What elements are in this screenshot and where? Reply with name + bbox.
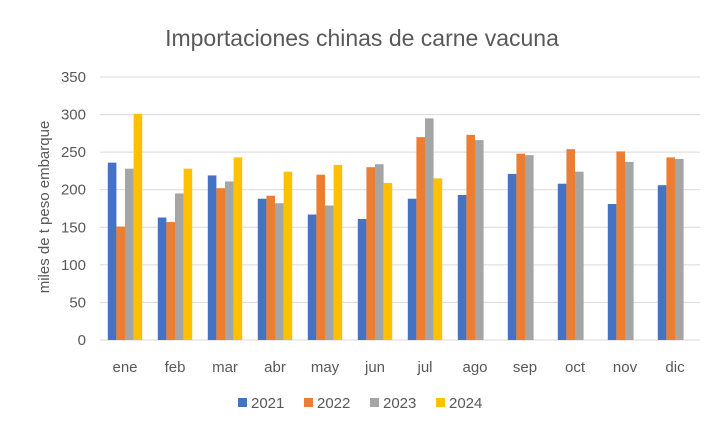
- bar-2023-oct: [575, 171, 584, 340]
- bar-2023-ago: [475, 140, 484, 340]
- x-tick-label: ago: [462, 359, 487, 376]
- bar-2021-ago: [457, 194, 467, 340]
- bar-2021-ene: [107, 162, 117, 340]
- x-tick-label: oct: [565, 359, 586, 376]
- x-tick-label: dic: [665, 359, 685, 376]
- bar-2024-may: [333, 164, 343, 340]
- bar-2021-mar: [207, 175, 217, 340]
- bar-2023-dic: [675, 158, 684, 340]
- x-tick-label: may: [311, 359, 340, 376]
- x-axis-ticks: ene feb mar abr may jun jul ago sep oct nov dic: [112, 359, 685, 376]
- bar-2024-abr: [283, 171, 293, 340]
- bar-2024-mar: [233, 157, 243, 340]
- legend-label: 2024: [449, 395, 482, 412]
- x-tick-label: feb: [165, 359, 186, 376]
- bar-2023-feb: [175, 193, 184, 340]
- bar-2023-mar: [225, 181, 234, 340]
- y-tick-label: 0: [78, 332, 86, 349]
- bar-2021-jul: [407, 198, 417, 340]
- bar-2023-nov: [625, 161, 634, 340]
- x-tick-label: sep: [513, 359, 537, 376]
- bar-2022-may: [316, 174, 325, 340]
- legend-swatch-2021: [238, 398, 247, 407]
- bar-2022-oct: [566, 149, 575, 340]
- legend-swatch-2022: [304, 398, 313, 407]
- y-tick-label: 250: [61, 144, 86, 161]
- bar-2022-sep: [516, 153, 525, 340]
- bar-2021-dic: [657, 185, 667, 340]
- gridlines: [100, 76, 700, 341]
- bar-2021-oct: [557, 183, 567, 340]
- bar-2023-may: [325, 205, 334, 340]
- bars: [107, 113, 684, 340]
- bar-2022-jun: [366, 167, 375, 340]
- bar-2021-sep: [507, 173, 517, 340]
- y-axis-ticks: 0 50 100 150 200 250 300 350: [61, 69, 86, 349]
- bar-2021-nov: [607, 203, 617, 340]
- y-tick-label: 200: [61, 182, 86, 199]
- legend: 2021 2022 2023 2024: [238, 395, 482, 412]
- legend-label: 2023: [383, 395, 416, 412]
- y-tick-label: 350: [61, 69, 86, 86]
- bar-2022-feb: [166, 222, 175, 340]
- x-tick-label: nov: [613, 359, 638, 376]
- bar-2022-jul: [416, 137, 425, 340]
- bar-2024-jul: [433, 178, 443, 340]
- bar-2021-jun: [357, 219, 367, 340]
- x-tick-label: jul: [416, 359, 432, 376]
- bar-2022-nov: [616, 151, 625, 340]
- x-tick-label: mar: [212, 359, 238, 376]
- bar-2022-ene: [116, 226, 125, 340]
- x-tick-label: jun: [364, 359, 385, 376]
- legend-swatch-2024: [436, 398, 445, 407]
- bar-2023-abr: [275, 203, 284, 340]
- legend-label: 2021: [251, 395, 284, 412]
- bar-2023-jun: [375, 164, 384, 340]
- bar-2022-ago: [466, 134, 475, 340]
- bar-2022-mar: [216, 188, 225, 340]
- bar-2023-jul: [425, 118, 434, 340]
- y-tick-label: 100: [61, 257, 86, 274]
- bar-2022-abr: [266, 195, 275, 340]
- bar-2022-dic: [666, 157, 675, 340]
- x-tick-label: ene: [112, 359, 137, 376]
- bar-2023-sep: [525, 155, 534, 340]
- y-axis-title: miles de t peso embarque: [36, 121, 53, 294]
- y-tick-label: 50: [69, 294, 86, 311]
- bar-2023-ene: [125, 168, 134, 340]
- bar-2024-feb: [183, 168, 193, 340]
- chart-title: Importaciones chinas de carne vacuna: [165, 25, 559, 51]
- y-tick-label: 300: [61, 107, 86, 124]
- legend-swatch-2023: [370, 398, 379, 407]
- bar-2021-may: [307, 214, 317, 340]
- x-tick-label: abr: [264, 359, 286, 376]
- bar-2024-ene: [133, 113, 143, 340]
- y-tick-label: 150: [61, 219, 86, 236]
- bar-2024-jun: [383, 182, 393, 340]
- legend-label: 2022: [317, 395, 350, 412]
- bar-2021-feb: [157, 217, 167, 340]
- bar-2021-abr: [257, 198, 267, 340]
